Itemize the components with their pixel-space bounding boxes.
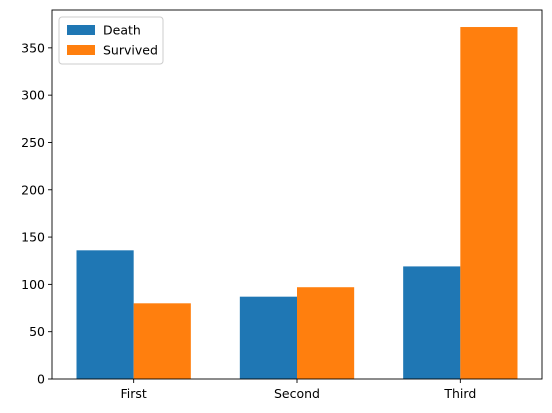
legend: Death Survived <box>58 16 164 65</box>
bar-death-second <box>239 296 297 379</box>
y-tick-label: 300 <box>21 88 45 103</box>
legend-swatch-death <box>67 25 95 35</box>
bar-death-third <box>403 266 461 379</box>
x-tick-label: Second <box>274 386 320 401</box>
x-tick-label: First <box>121 386 147 401</box>
y-tick-label: 100 <box>21 277 45 292</box>
bar-death-first <box>76 250 134 379</box>
legend-label-survived: Survived <box>103 43 158 58</box>
y-tick-label: 150 <box>21 230 45 245</box>
y-tick-label: 350 <box>21 40 45 55</box>
y-tick-label: 200 <box>21 182 45 197</box>
bar-survived-first <box>133 303 191 379</box>
y-tick-label: 0 <box>37 372 45 387</box>
plot-frame <box>51 9 543 380</box>
bar-survived-second <box>297 287 355 379</box>
y-tick-label: 50 <box>29 324 45 339</box>
y-tick-label: 250 <box>21 135 45 150</box>
legend-swatch-survived <box>67 45 95 55</box>
bar-survived-third <box>460 27 518 380</box>
bars-group <box>76 27 518 380</box>
x-axis: First Second Third <box>121 379 476 401</box>
y-axis: 0 50 100 150 200 250 300 350 <box>21 40 52 387</box>
legend-label-death: Death <box>103 23 141 38</box>
x-tick-label: Third <box>443 386 476 401</box>
